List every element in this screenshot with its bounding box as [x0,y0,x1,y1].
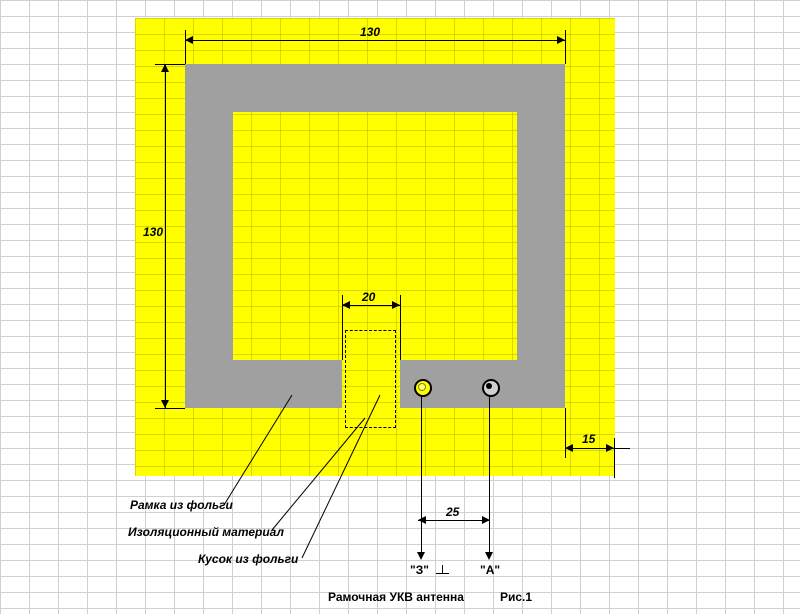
leader-antenna-arrow [485,552,493,560]
foil-frame-left [185,64,233,408]
label-insulation: Изоляционный материал [128,525,284,539]
dim-gap-arrow-r [392,301,400,309]
dim-gap-arrow-l [342,301,350,309]
dim-top-ext-r [565,30,566,64]
dim-left-arrow-u [161,64,169,72]
leader-ground [421,396,422,558]
dim-25-arrow-l [418,516,426,524]
dim-left-ext-b [155,408,185,409]
label-foil-piece: Кусок из фольги [198,552,298,566]
dim-gap-value: 20 [362,290,375,304]
dim-top-value: 130 [360,25,380,39]
label-antenna: "А" [480,563,500,577]
dim-25-value: 25 [446,505,459,519]
dim-top-arrow-l [185,36,193,44]
foil-frame-right [517,64,565,408]
spreadsheet-grid: 130 130 20 15 25 Рамка из фольги Изоляци… [0,0,800,614]
insulation-patch [345,330,396,428]
dim-r15-value: 15 [582,432,595,446]
pad-antenna [482,379,500,397]
dim-r15-arrow-r [606,444,614,452]
dim-left-arrow-d [161,400,169,408]
leader-ground-arrow [417,552,425,560]
foil-frame-top [185,64,565,112]
dim-left-line [165,64,166,408]
pad-ground [414,379,432,397]
dim-r15-ext-r [614,438,615,478]
foil-frame-bottom-left [185,360,342,408]
leader-antenna [489,396,490,558]
dim-top-line [185,40,565,41]
label-foil-frame: Рамка из фольги [130,498,233,512]
figure-title: Рамочная УКВ антенна [328,590,464,604]
dim-left-value: 130 [143,225,163,239]
figure-number: Рис.1 [500,590,532,604]
label-ground: "З" [410,563,429,577]
dim-r15-line [565,448,630,449]
dim-top-arrow-r [557,36,565,44]
dim-25-line [418,520,490,521]
dim-r15-arrow-l [565,444,573,452]
dim-gap-ext-r [400,295,401,360]
dim-left-ext-t [155,64,185,65]
